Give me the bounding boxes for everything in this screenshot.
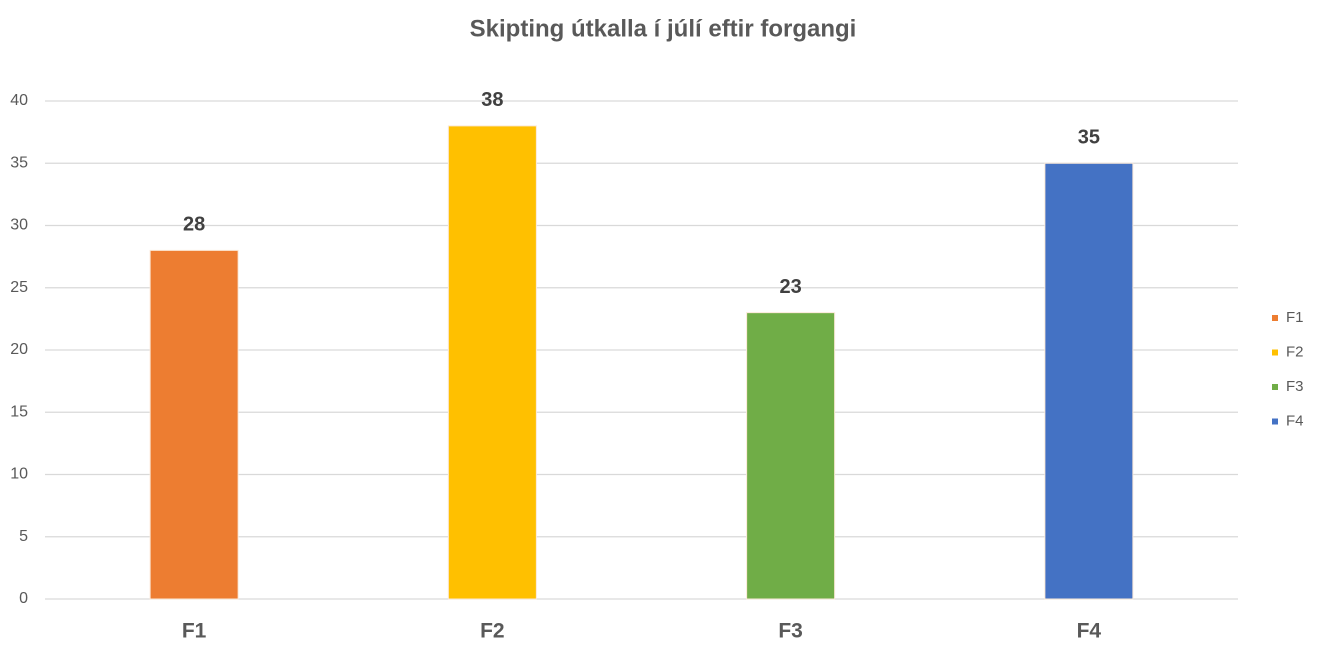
legend-label: F2 (1286, 343, 1304, 360)
value-label: 23 (780, 276, 802, 298)
x-tick-label: F1 (182, 620, 207, 643)
legend-marker (1272, 315, 1278, 321)
y-tick-label: 25 (10, 279, 28, 296)
legend-marker (1272, 418, 1278, 425)
y-tick-label: 30 (10, 217, 28, 234)
y-tick-label: 40 (10, 92, 28, 109)
chart-title: Skipting útkalla í júlí eftir forgangi (470, 15, 857, 42)
x-tick-label: F3 (778, 620, 803, 643)
legend-label: F4 (1286, 412, 1304, 429)
value-label: 35 (1078, 127, 1100, 149)
y-tick-label: 5 (19, 528, 28, 545)
y-tick-label: 0 (19, 590, 28, 607)
y-tick-label: 20 (10, 341, 28, 358)
y-tick-label: 15 (10, 403, 28, 420)
y-tick-label: 35 (10, 154, 28, 171)
x-tick-label: F2 (480, 620, 505, 643)
legend-marker (1272, 349, 1278, 356)
value-label: 38 (481, 89, 503, 111)
bar (149, 249, 239, 600)
bar (746, 312, 836, 600)
y-tick-label: 10 (10, 466, 28, 483)
legend-label: F3 (1286, 378, 1304, 395)
value-label: 28 (183, 214, 205, 236)
x-tick-label: F4 (1077, 620, 1102, 643)
legend-marker (1272, 384, 1278, 390)
bar (447, 125, 537, 600)
legend-label: F1 (1286, 309, 1304, 326)
bar (1044, 162, 1134, 600)
